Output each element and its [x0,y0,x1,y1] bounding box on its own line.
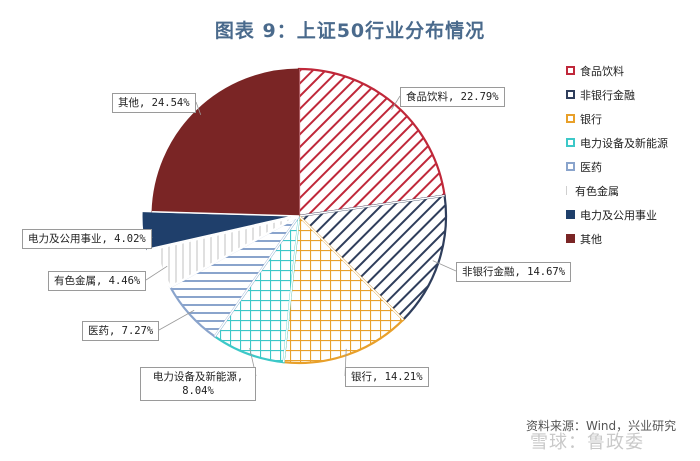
slice-label: 其他, 24.54% [112,93,196,113]
leader-line [195,101,202,116]
pie-slice [282,213,405,365]
pie-slice [297,67,446,218]
leader-line [391,95,401,110]
legend-item: 其他 [566,230,668,247]
slice-label: 食品饮料, 22.79% [400,87,505,107]
slice-separator [146,216,291,251]
leader-line [158,309,195,331]
slice-label: 非银行金融, 14.67% [456,262,572,282]
legend-label: 银行 [580,112,602,126]
legend-swatch [566,210,575,219]
slice-separator [282,215,300,363]
pie-slice [296,194,448,322]
leader-line [145,265,168,281]
pie-slice [151,68,300,217]
legend-item: 医药 [566,158,668,175]
legend-label: 有色金属 [575,184,619,198]
legend-label: 电力设备及新能源 [580,136,668,150]
legend-item: 电力及公用事业 [566,206,668,223]
legend-label: 医药 [580,160,602,174]
chart-title: 图表 9：上证50行业分布情况 [214,20,486,42]
legend-item: 食品饮料 [566,62,668,79]
legend-swatch [566,114,575,123]
legend-label: 食品饮料 [580,64,624,78]
legend-item: 银行 [566,110,668,127]
pie-slice [154,214,300,289]
slice-label: 有色金属, 4.46% [48,271,147,291]
legend-swatch [566,66,575,75]
slice-separator [298,215,404,321]
slice-separator [214,215,300,337]
slice-label: 电力及公用事业, 4.02% [22,229,152,249]
slice-label: 电力设备及新能源, 8.04% [140,367,256,401]
legend-label: 电力及公用事业 [580,208,657,222]
slice-label: 银行, 14.21% [345,367,429,387]
chart-legend: 食品饮料非银行金融银行电力设备及新能源 医药有色金属电力及公用事业 其他 [566,62,668,254]
legend-swatch [566,138,575,147]
slice-separator [298,194,445,217]
legend-swatch [566,234,575,243]
legend-item: 电力设备及新能源 [566,134,668,151]
leader-line [432,260,457,272]
source-note: 资料来源：Wind，兴业研究 [526,419,677,433]
legend-swatch [566,186,570,195]
slice-label: 医药, 7.27% [82,321,160,341]
legend-item: 有色金属 [566,182,668,199]
legend-swatch [566,90,575,99]
slice-separator [169,215,300,288]
slice-separator [152,211,300,217]
legend-label: 其他 [580,232,602,246]
legend-swatch [566,162,575,171]
watermark: 雪球：鲁政委 [530,432,644,453]
legend-label: 非银行金融 [580,88,635,102]
legend-item: 非银行金融 [566,86,668,103]
